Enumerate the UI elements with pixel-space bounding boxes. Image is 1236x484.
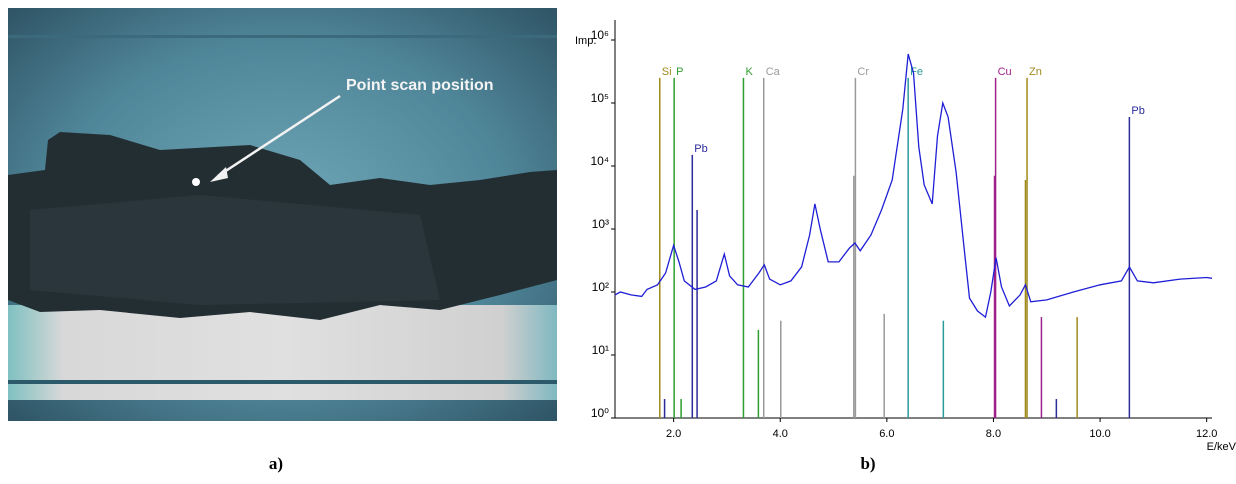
element-label: Ca — [766, 66, 781, 78]
element-label: Pb — [694, 143, 707, 155]
spectrum-line — [614, 53, 1213, 319]
y-tick-label: 10⁶ — [591, 28, 609, 42]
panel-label: b) — [860, 454, 875, 473]
x-axis-label: E/keV — [1207, 441, 1236, 453]
y-tick-label: 10² — [592, 280, 609, 294]
x-tick-label: 10.0 — [1089, 428, 1110, 440]
y-tick-label: 10¹ — [592, 343, 609, 357]
y-tick-label: 10⁰ — [591, 406, 609, 420]
holder-edge — [8, 380, 557, 384]
sample-texture — [30, 195, 440, 305]
element-label: Cu — [998, 66, 1012, 78]
x-tick-label: 4.0 — [773, 428, 788, 440]
x-tick-label: 8.0 — [986, 428, 1001, 440]
sample-holder — [8, 305, 557, 400]
x-tick-label: 12.0 — [1196, 428, 1217, 440]
element-label: Pb — [1131, 105, 1144, 117]
photo: Point scan position — [8, 8, 557, 421]
y-tick-label: 10⁴ — [590, 154, 609, 168]
element-label: Si — [662, 66, 672, 78]
holder-edge — [8, 35, 557, 38]
x-tick-label: 2.0 — [666, 428, 681, 440]
scan-point — [192, 178, 200, 186]
y-tick-label: 10³ — [592, 217, 609, 231]
element-label: Cr — [857, 66, 869, 78]
y-axis-label: Imp. — [575, 35, 596, 47]
element-label: K — [745, 66, 753, 78]
element-label: P — [676, 66, 683, 78]
annotation: Point scan position — [346, 77, 494, 94]
panel-label: a) — [269, 454, 283, 473]
arrow — [217, 94, 341, 178]
arrow-head — [210, 167, 228, 182]
y-tick-label: 10⁵ — [591, 91, 609, 105]
x-tick-label: 6.0 — [879, 428, 894, 440]
element-label: Zn — [1029, 66, 1042, 78]
